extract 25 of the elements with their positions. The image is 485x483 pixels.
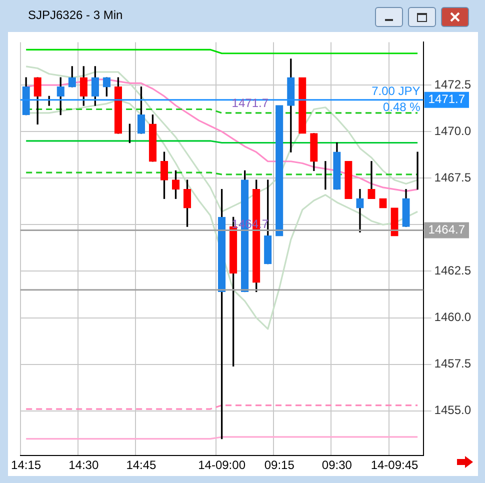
candlestick bbox=[390, 208, 398, 236]
y-tick-label: 1460.0 bbox=[434, 310, 472, 324]
y-tick-label: 1462.5 bbox=[434, 264, 472, 278]
annotation: 0.48 % bbox=[382, 100, 421, 114]
ref-line-label: 1471.7 bbox=[428, 92, 466, 106]
x-tick-label: 14:45 bbox=[126, 458, 157, 472]
chart-title: SJPJ6326 - 3 Min bbox=[28, 8, 123, 22]
candlestick bbox=[276, 105, 284, 236]
y-tick-label: 1457.5 bbox=[434, 356, 472, 371]
ref-line-label: 1464.7 bbox=[428, 222, 466, 237]
y-tick-label: 1472.5 bbox=[434, 77, 472, 92]
candlestick bbox=[298, 77, 306, 134]
y-tick-label: 1467.5 bbox=[434, 170, 472, 184]
y-tick-label: 1470.0 bbox=[434, 124, 472, 138]
annotation: 1464.7 bbox=[232, 217, 269, 232]
candlestick bbox=[344, 161, 352, 199]
x-tick-label: 14-09:45 bbox=[370, 458, 419, 472]
x-tick-label: 09:15 bbox=[264, 458, 295, 472]
x-tick-label: 14:30 bbox=[68, 458, 99, 472]
x-tick-label: 14:15 bbox=[11, 458, 42, 472]
y-tick-label: 1455.0 bbox=[434, 403, 472, 418]
x-tick-label: 09:30 bbox=[322, 458, 352, 472]
annotation: 1471.7 bbox=[232, 96, 269, 110]
x-tick-label: 14-09:00 bbox=[198, 458, 246, 472]
annotation: 7.00 JPY bbox=[372, 84, 420, 98]
